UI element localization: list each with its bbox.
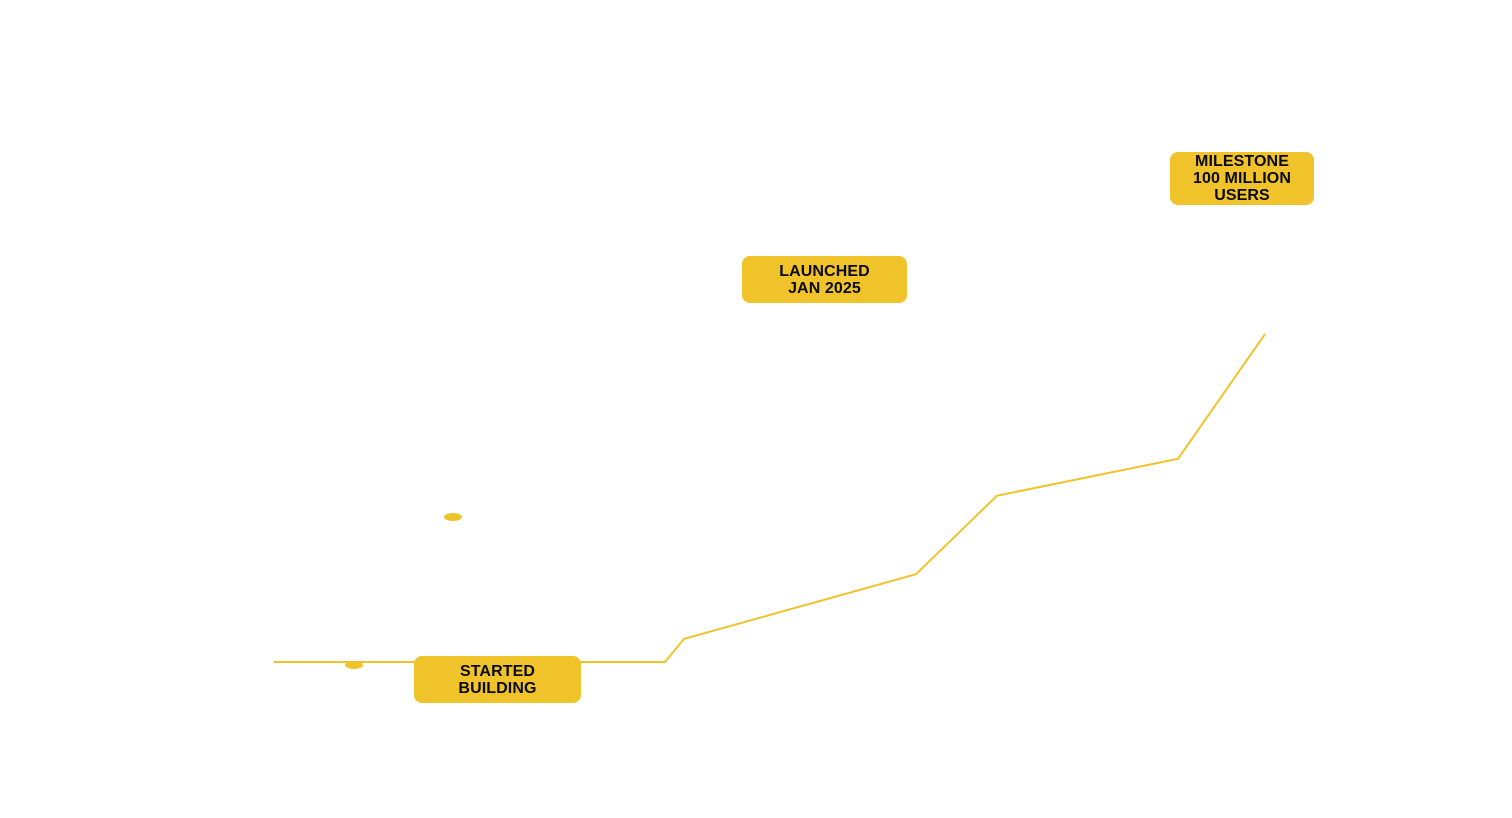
highlight-marker (444, 513, 462, 521)
annotation-line: JAN 2025 (788, 279, 861, 297)
annotation-launched: LAUNCHED JAN 2025 (742, 256, 907, 303)
annotation-started-building: STARTED BUILDING (414, 656, 581, 703)
highlight-marker (345, 661, 363, 669)
annotation-line: STARTED (459, 662, 536, 680)
annotation-line: BUILDING (458, 679, 537, 697)
annotation-line: MILESTONE (1195, 153, 1289, 170)
annotation-line: USERS (1214, 187, 1270, 204)
annotation-milestone: MILESTONE 100 MILLION USERS (1170, 152, 1314, 205)
series-line-growth (274, 333, 1266, 663)
annotation-line: 100 MILLION (1192, 170, 1291, 187)
annotation-line: LAUNCHED (779, 262, 870, 280)
